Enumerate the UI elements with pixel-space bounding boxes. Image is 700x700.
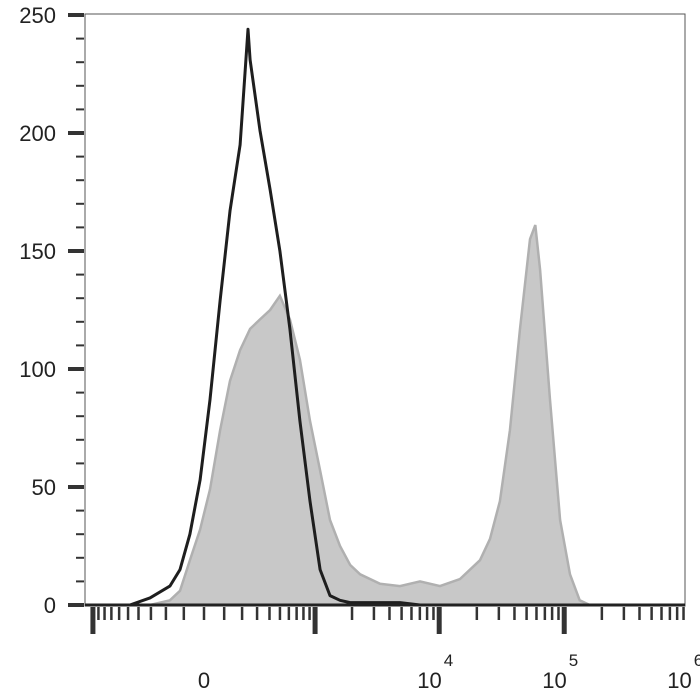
plot-frame (84, 13, 686, 607)
x-tick-base: 10 (542, 668, 566, 693)
x-tick-label: 105 (542, 651, 578, 693)
x-tick-exponent: 5 (569, 651, 578, 670)
series-layer (85, 27, 685, 607)
y-tick-label: 150 (19, 239, 56, 264)
y-tick-label: 250 (19, 3, 56, 28)
series-1-line-histogram (85, 27, 685, 607)
x-tick-base: 10 (667, 668, 691, 693)
x-tick-base: 10 (417, 668, 441, 693)
x-tick-label: 104 (417, 651, 453, 693)
y-tick-label: 0 (44, 593, 56, 618)
x-tick-exponent: 6 (694, 651, 700, 670)
x-tick-exponent: 4 (444, 651, 453, 670)
y-axis: 0 50 100 150 200 250 (19, 3, 84, 618)
y-tick-label: 200 (19, 121, 56, 146)
x-tick-label: 0 (198, 668, 210, 693)
x-tick-label: 106 (667, 651, 700, 693)
x-tick-base: 0 (198, 668, 210, 693)
y-tick-label: 50 (32, 475, 56, 500)
y-tick-label: 100 (19, 357, 56, 382)
series-0-filled-histogram (149, 224, 685, 607)
